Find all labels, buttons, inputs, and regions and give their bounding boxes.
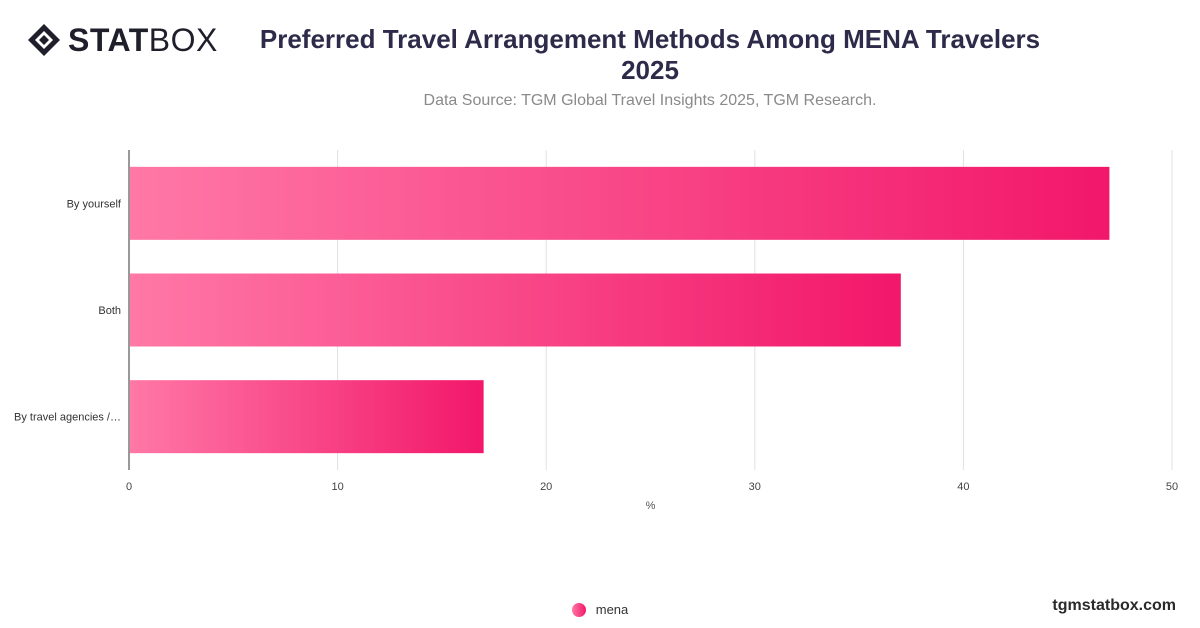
- x-tick-label-30: 30: [749, 481, 761, 493]
- bar-2[interactable]: [130, 380, 484, 454]
- watermark: tgmstatbox.com: [1052, 597, 1176, 614]
- x-tick-label-0: 0: [126, 481, 132, 493]
- x-axis-label: %: [646, 500, 656, 512]
- chart-subtitle: Data Source: TGM Global Travel Insights …: [423, 92, 877, 109]
- category-label-1: Both: [98, 305, 121, 317]
- bar-0[interactable]: [130, 166, 1110, 240]
- statbox-logo: STATBOX: [26, 22, 218, 58]
- logo-text-regular: BOX: [148, 22, 218, 58]
- x-tick-label-50: 50: [1166, 481, 1178, 493]
- category-label-2: By travel agencies /…: [14, 412, 121, 424]
- logo-text-bold: STAT: [68, 22, 149, 58]
- category-label-0: By yourself: [67, 198, 122, 210]
- x-tick-label-20: 20: [540, 481, 552, 493]
- bar-1[interactable]: [130, 273, 901, 347]
- x-tick-label-40: 40: [957, 481, 969, 493]
- legend-marker: [571, 602, 586, 617]
- x-tick-label-10: 10: [331, 481, 343, 493]
- statbox-diamond-icon: [28, 24, 60, 56]
- legend: mena: [0, 602, 1200, 617]
- logo-text: STATBOX: [68, 22, 218, 58]
- chart-title: Preferred Travel Arrangement Methods Amo…: [259, 24, 1041, 85]
- legend-label-mena[interactable]: mena: [595, 602, 629, 617]
